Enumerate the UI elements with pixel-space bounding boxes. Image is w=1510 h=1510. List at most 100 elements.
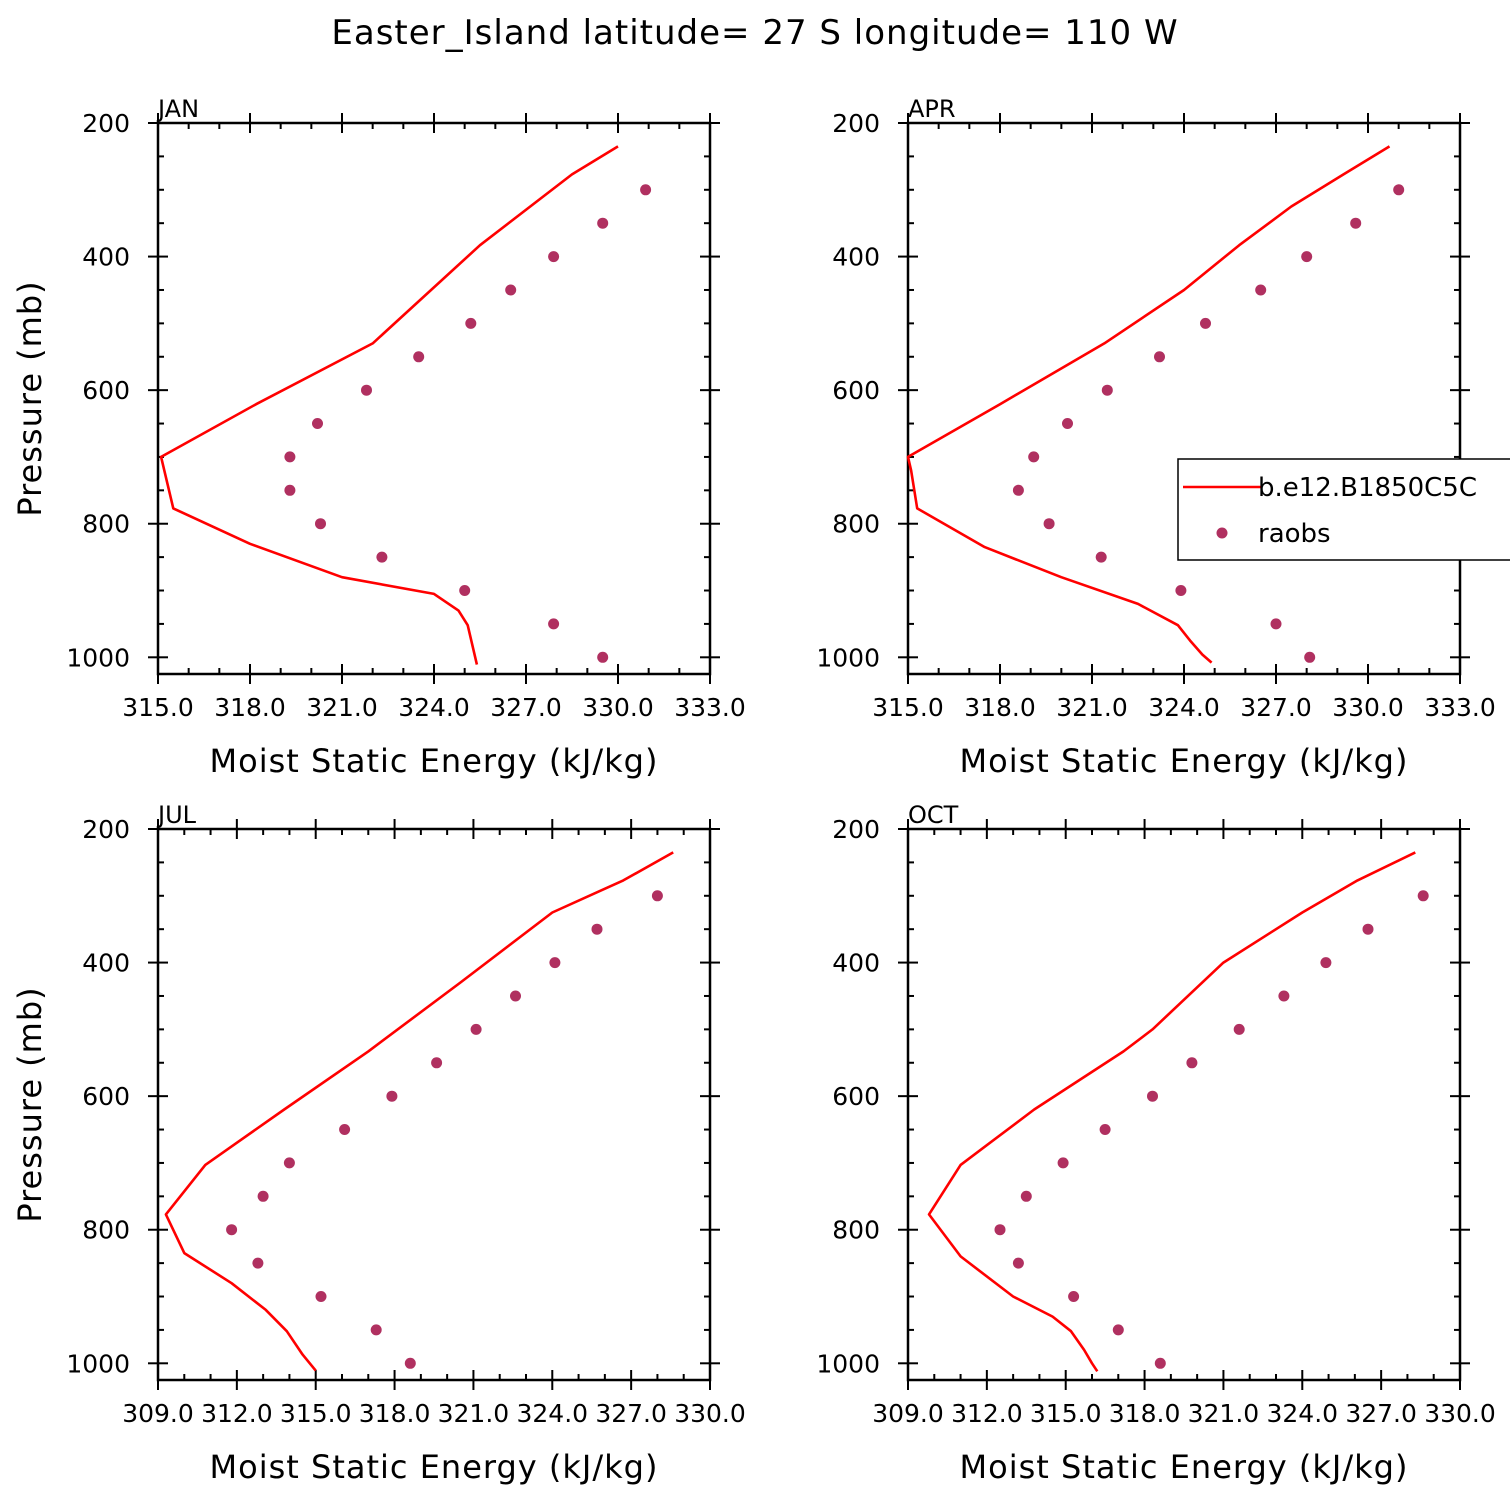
obs-data-point <box>1393 184 1405 196</box>
x-axis-label: Moist Static Energy (kJ/kg) <box>960 742 1409 780</box>
plot-frame <box>156 121 712 676</box>
x-tick-label: 321.0 <box>306 693 378 722</box>
x-tick-label: 312.0 <box>951 1399 1023 1428</box>
x-tick-label: 324.0 <box>398 693 470 722</box>
obs-data-point <box>459 585 471 596</box>
panel-jul: 309.0 312.0 315.0 318.0 321.0 324.0 327.0 330.0… <box>11 801 746 1486</box>
panel-label: JUL <box>156 801 197 829</box>
y-tick-label: 400 <box>832 949 880 978</box>
obs-data-point <box>640 184 652 196</box>
obs-data-point <box>1101 384 1113 396</box>
obs-data-point <box>1112 1324 1124 1336</box>
x-tick-label: 321.0 <box>1188 1399 1260 1428</box>
model-series-line <box>164 851 674 1372</box>
obs-data-point <box>339 1124 351 1135</box>
y-tick-label: 1000 <box>66 1349 130 1378</box>
panels: 315.0 318.0 321.0 324.0 327.0 330.0 333.020040… <box>11 95 1496 1486</box>
obs-data-point <box>1270 618 1282 630</box>
obs-data-point <box>283 1157 295 1169</box>
x-tick-label: 324.0 <box>516 1399 588 1428</box>
y-tick-label: 800 <box>82 1216 130 1245</box>
y-tick-label: 800 <box>82 510 130 539</box>
model-series-line <box>906 145 1391 664</box>
x-tick-label: 327.0 <box>1345 1399 1417 1428</box>
x-tick-label: 312.0 <box>201 1399 273 1428</box>
y-axis-label: Pressure (mb) <box>11 986 49 1222</box>
figure-title: Easter_Island latitude= 27 S longitude= … <box>331 13 1178 53</box>
obs-data-point <box>1012 1257 1024 1269</box>
x-tick-label: 318.0 <box>214 693 286 722</box>
obs-data-point <box>1301 251 1313 263</box>
obs-data-point <box>1095 551 1107 563</box>
obs-data-point <box>1417 890 1429 902</box>
x-tick-label: 318.0 <box>359 1399 431 1428</box>
panel-label: JAN <box>156 95 199 123</box>
obs-data-point <box>549 957 561 969</box>
x-axis-label: Moist Static Energy (kJ/kg) <box>210 742 659 780</box>
obs-data-point <box>404 1357 416 1369</box>
x-tick-label: 324.0 <box>1148 693 1220 722</box>
obs-data-point <box>1020 1190 1032 1202</box>
x-tick-label: 333.0 <box>1424 693 1496 722</box>
y-tick-label: 200 <box>82 109 130 138</box>
obs-data-point <box>1255 284 1267 296</box>
model-series-line <box>159 145 619 665</box>
x-tick-label: 327.0 <box>490 693 562 722</box>
y-tick-label: 400 <box>82 949 130 978</box>
obs-data-point <box>548 251 560 263</box>
obs-data-point <box>465 317 477 329</box>
panel-oct: 309.0 312.0 315.0 318.0 321.0 324.0 327.0 330.0… <box>816 801 1495 1486</box>
obs-data-point <box>994 1224 1006 1236</box>
obs-data-point <box>1057 1157 1069 1169</box>
plot-frame <box>156 827 712 1382</box>
obs-data-point <box>376 551 388 563</box>
x-tick-label: 309.0 <box>872 1399 944 1428</box>
x-tick-label: 315.0 <box>872 693 944 722</box>
y-tick-label: 600 <box>82 1082 130 1111</box>
obs-data-point <box>370 1324 382 1336</box>
y-tick-label: 600 <box>82 376 130 405</box>
y-tick-label: 1000 <box>66 643 130 672</box>
x-tick-label: 318.0 <box>964 693 1036 722</box>
obs-data-point <box>1362 923 1374 935</box>
x-tick-label: 324.0 <box>1266 1399 1338 1428</box>
obs-data-point <box>361 384 372 396</box>
obs-data-point <box>1154 1357 1166 1369</box>
y-tick-label: 200 <box>832 109 880 138</box>
obs-data-point <box>1233 1023 1245 1035</box>
x-tick-label: 330.0 <box>1332 693 1404 722</box>
obs-data-point <box>1028 451 1040 463</box>
y-tick-label: 200 <box>82 815 130 844</box>
x-tick-label: 318.0 <box>1109 1399 1181 1428</box>
y-tick-label: 400 <box>82 243 130 272</box>
x-axis-label: Moist Static Energy (kJ/kg) <box>960 1448 1409 1486</box>
obs-data-point <box>597 217 609 229</box>
obs-data-point <box>315 1291 327 1302</box>
obs-data-point <box>505 284 517 296</box>
obs-data-point <box>1043 518 1055 530</box>
y-tick-label: 600 <box>832 376 880 405</box>
obs-data-point <box>413 351 425 363</box>
x-tick-label: 327.0 <box>595 1399 667 1428</box>
obs-data-point <box>1012 484 1024 496</box>
obs-data-point <box>1099 1124 1111 1135</box>
obs-data-point <box>284 484 296 496</box>
obs-data-point <box>1350 217 1362 229</box>
x-tick-label: 327.0 <box>1240 693 1312 722</box>
legend-box <box>1177 458 1510 561</box>
y-tick-label: 400 <box>832 243 880 272</box>
obs-data-point <box>315 518 326 530</box>
obs-data-point <box>1068 1291 1080 1302</box>
obs-data-point <box>257 1190 269 1202</box>
obs-data-point <box>1147 1090 1158 1102</box>
y-tick-label: 200 <box>832 815 880 844</box>
obs-data-point <box>597 651 609 663</box>
obs-data-point <box>386 1090 398 1102</box>
x-tick-label: 315.0 <box>1030 1399 1102 1428</box>
legend-obs-marker <box>1216 527 1228 539</box>
obs-data-point <box>510 990 521 1002</box>
obs-data-point <box>1278 990 1290 1002</box>
panel-apr: 315.0 318.0 321.0 324.0 327.0 330.0 333.0 200 40… <box>816 95 1495 780</box>
obs-data-point <box>548 618 560 630</box>
y-tick-label: 800 <box>832 510 880 539</box>
